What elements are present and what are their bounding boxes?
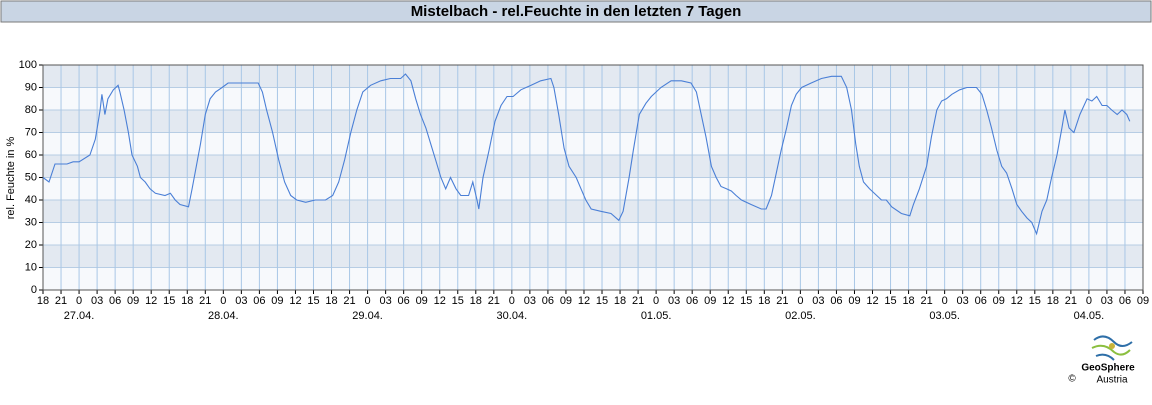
chart-title: Mistelbach - rel.Feuchte in den letzten … — [411, 3, 742, 20]
x-tick-label: 12 — [722, 295, 734, 307]
x-tick-label: 09 — [993, 295, 1005, 307]
x-tick-label: 09 — [848, 295, 860, 307]
day-label: 01.05. — [641, 310, 672, 322]
x-tick-label: 0 — [653, 295, 659, 307]
x-tick-label: 18 — [902, 295, 914, 307]
y-tick-label: 50 — [25, 171, 37, 183]
x-tick-label: 12 — [289, 295, 301, 307]
x-tick-label: 09 — [560, 295, 572, 307]
x-tick-label: 06 — [830, 295, 842, 307]
x-tick-label: 0 — [365, 295, 371, 307]
x-tick-label: 03 — [235, 295, 247, 307]
day-label: 03.05. — [929, 310, 960, 322]
day-label: 27.04. — [64, 310, 95, 322]
y-tick-label: 10 — [25, 261, 37, 273]
x-tick-label: 03 — [524, 295, 536, 307]
x-tick-label: 21 — [343, 295, 355, 307]
x-tick-label: 15 — [884, 295, 896, 307]
grid-band — [43, 245, 1143, 268]
x-tick-label: 12 — [578, 295, 590, 307]
x-tick-label: 21 — [199, 295, 211, 307]
x-tick-label: 06 — [975, 295, 987, 307]
x-tick-label: 18 — [758, 295, 770, 307]
x-tick-label: 03 — [957, 295, 969, 307]
x-tick-label: 09 — [127, 295, 139, 307]
y-axis-label: rel. Feuchte in % — [5, 137, 17, 220]
x-tick-label: 15 — [307, 295, 319, 307]
x-tick-label: 06 — [542, 295, 554, 307]
x-tick-label: 03 — [668, 295, 680, 307]
x-tick-label: 09 — [1137, 295, 1149, 307]
day-label: 04.05. — [1074, 310, 1105, 322]
y-tick-label: 30 — [25, 216, 37, 228]
x-tick-label: 12 — [434, 295, 446, 307]
x-tick-label: 03 — [379, 295, 391, 307]
x-tick-label: 15 — [596, 295, 608, 307]
x-tick-label: 03 — [812, 295, 824, 307]
y-tick-label: 70 — [25, 126, 37, 138]
title-bar — [0, 0, 1152, 23]
x-tick-label: 06 — [1119, 295, 1131, 307]
data-line — [42, 73, 1131, 236]
x-tick-label: 09 — [271, 295, 283, 307]
x-tick-label: 06 — [109, 295, 121, 307]
x-tick-label: 18 — [470, 295, 482, 307]
x-tick-label: 03 — [91, 295, 103, 307]
x-tick-label: 21 — [55, 295, 67, 307]
x-tick-label: 03 — [1101, 295, 1113, 307]
x-tick-label: 0 — [220, 295, 226, 307]
x-tick-label: 21 — [488, 295, 500, 307]
x-tick-label: 15 — [1029, 295, 1041, 307]
x-tick-label: 18 — [37, 295, 49, 307]
day-label: 02.05. — [785, 310, 816, 322]
y-tick-label: 0 — [31, 284, 37, 296]
x-tick-label: 21 — [632, 295, 644, 307]
grid-band — [43, 200, 1143, 223]
y-tick-label: 90 — [25, 81, 37, 93]
x-tick-label: 0 — [1086, 295, 1092, 307]
day-label: 30.04. — [497, 310, 528, 322]
grid-band — [43, 110, 1143, 133]
x-tick-label: 0 — [942, 295, 948, 307]
x-tick-label: 06 — [686, 295, 698, 307]
x-tick-label: 0 — [76, 295, 82, 307]
x-tick-label: 18 — [325, 295, 337, 307]
day-label: 29.04. — [352, 310, 383, 322]
x-tick-label: 15 — [740, 295, 752, 307]
day-label: 28.04. — [208, 310, 239, 322]
x-tick-label: 06 — [398, 295, 410, 307]
copyright: © — [1068, 374, 1076, 385]
y-tick-label: 60 — [25, 149, 37, 161]
grid-band — [43, 155, 1143, 178]
x-tick-label: 21 — [776, 295, 788, 307]
x-tick-label: 12 — [1011, 295, 1023, 307]
x-tick-label: 18 — [1047, 295, 1059, 307]
y-tick-label: 40 — [25, 194, 37, 206]
y-tick-label: 20 — [25, 239, 37, 251]
x-tick-label: 21 — [1065, 295, 1077, 307]
x-tick-label: 15 — [452, 295, 464, 307]
x-tick-label: 18 — [614, 295, 626, 307]
x-tick-label: 0 — [509, 295, 515, 307]
x-tick-label: 15 — [163, 295, 175, 307]
y-tick-label: 80 — [25, 104, 37, 116]
x-tick-label: 18 — [181, 295, 193, 307]
logo-sub: Austria — [1096, 375, 1128, 386]
x-tick-label: 09 — [416, 295, 428, 307]
y-tick-label: 100 — [19, 59, 37, 71]
logo-icon — [1091, 335, 1133, 361]
grid-band — [43, 65, 1143, 88]
x-tick-label: 12 — [145, 295, 157, 307]
logo-name: GeoSphere — [1081, 363, 1135, 374]
x-tick-label: 12 — [866, 295, 878, 307]
x-tick-label: 21 — [920, 295, 932, 307]
x-tick-label: 0 — [797, 295, 803, 307]
x-tick-label: 09 — [704, 295, 716, 307]
x-tick-label: 06 — [253, 295, 265, 307]
